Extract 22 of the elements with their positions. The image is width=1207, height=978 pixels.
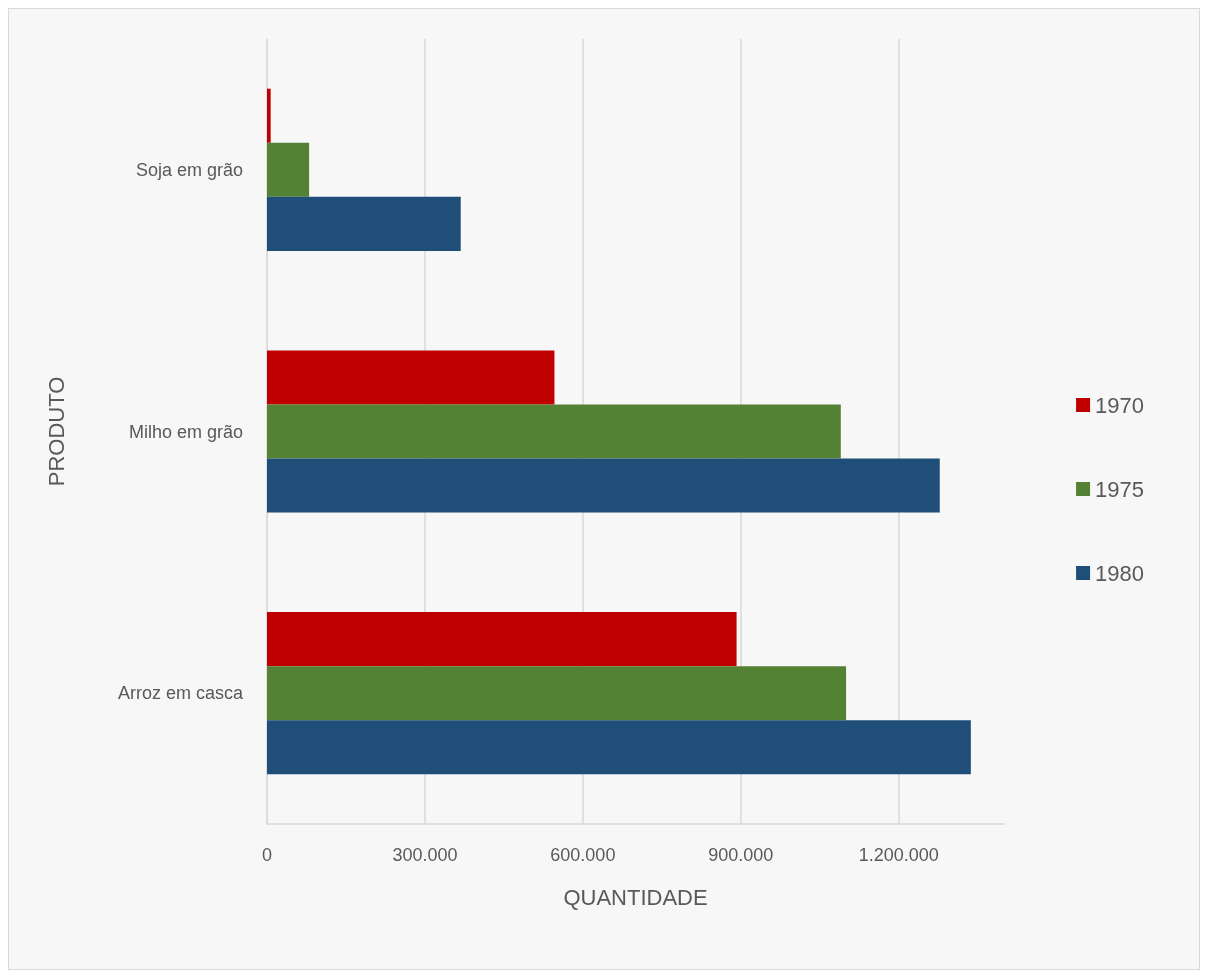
legend-label: 1980 <box>1095 560 1145 586</box>
y-axis-title: PRODUTO <box>43 376 69 487</box>
x-tick-label: 0 <box>261 845 273 865</box>
x-tick-label: 900.000 <box>708 845 774 865</box>
bar <box>267 88 271 143</box>
x-tick-label: 300.000 <box>392 845 458 865</box>
bar <box>267 142 310 197</box>
bar <box>267 612 737 667</box>
y-tick-label: Arroz em casca <box>117 683 244 704</box>
bar <box>267 196 461 251</box>
legend-label: 1970 <box>1095 392 1145 418</box>
x-tick-label: 600.000 <box>550 845 616 865</box>
x-axis-title: QUANTIDADE <box>563 884 708 910</box>
bar <box>267 720 971 775</box>
y-tick-label: Milho em grão <box>128 421 243 442</box>
y-tick-label: Soja em grão <box>135 159 243 180</box>
legend-label: 1975 <box>1095 476 1145 502</box>
x-tick-label: 1.200.000 <box>858 845 939 865</box>
bar <box>267 458 940 513</box>
bar <box>267 350 555 405</box>
bar <box>267 666 847 721</box>
bar <box>267 404 841 459</box>
